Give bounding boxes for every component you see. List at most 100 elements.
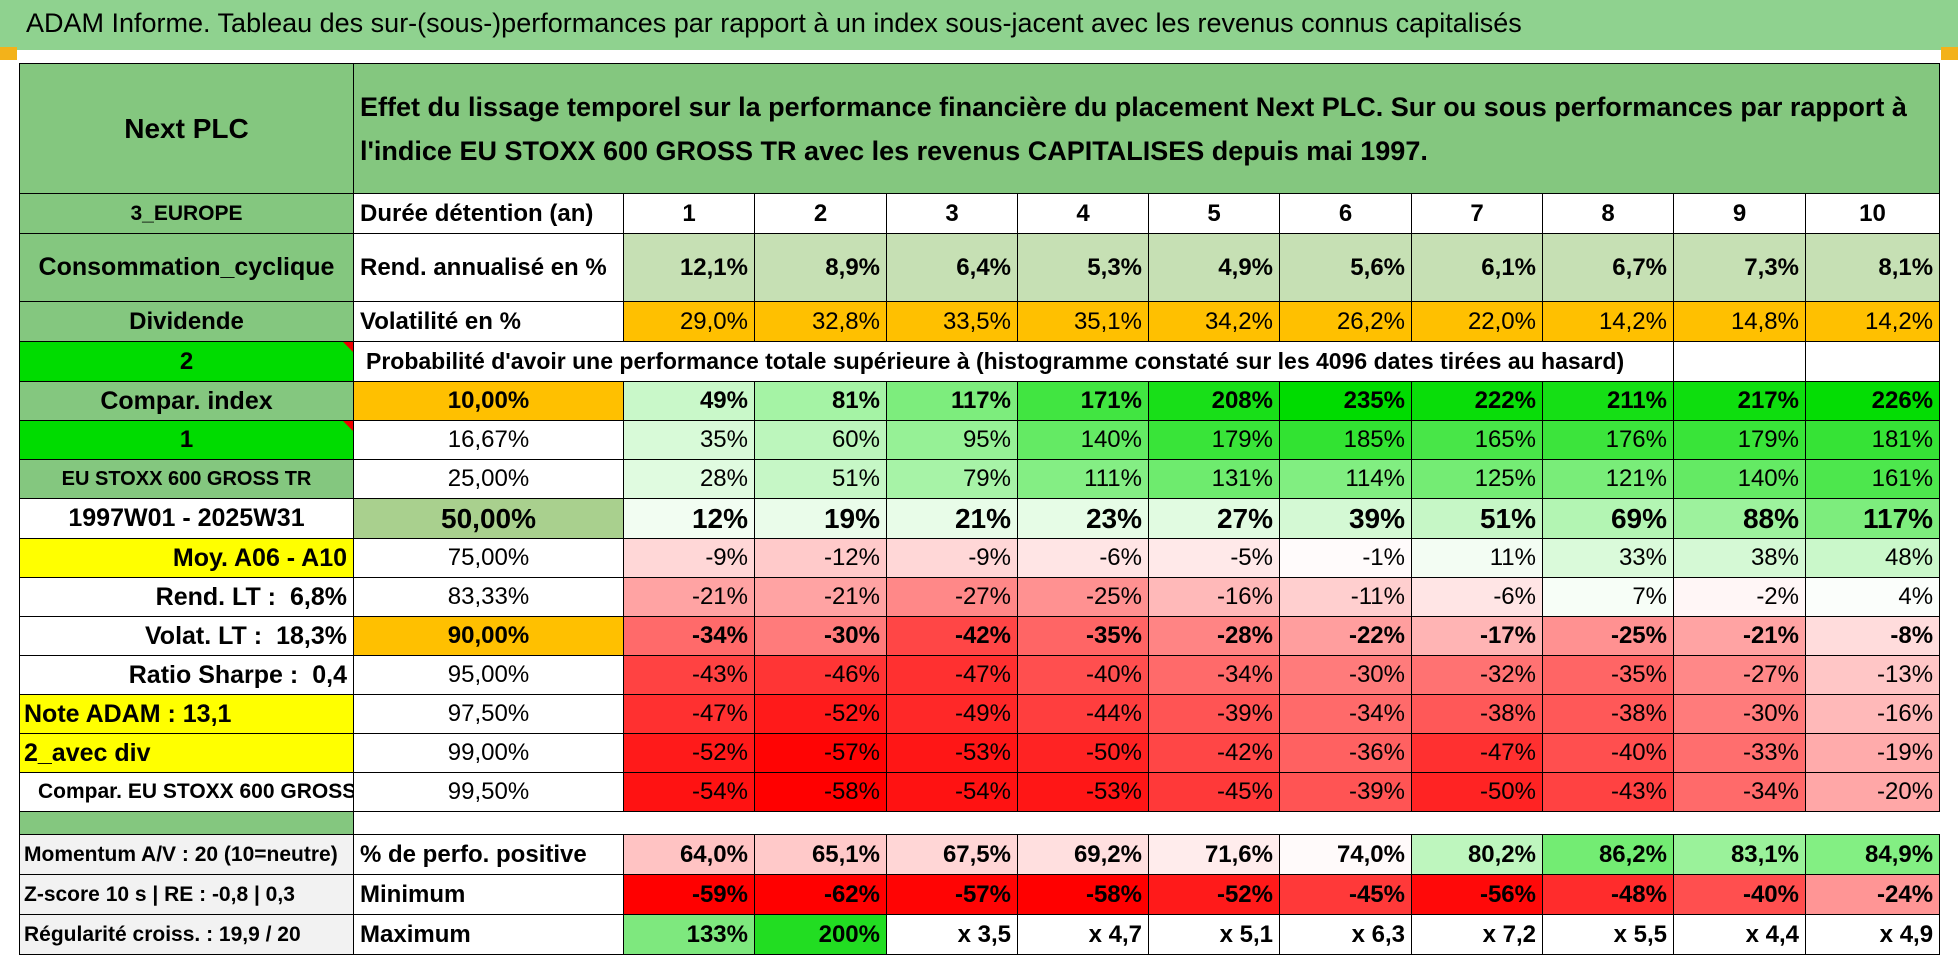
quantile-value: 7% — [1542, 577, 1674, 617]
quantile-value: 12% — [623, 498, 755, 539]
quantile-pct: 97,50% — [353, 694, 624, 734]
quantile-value: -19% — [1804, 733, 1941, 773]
avec-div: 2_avec div — [19, 733, 354, 773]
quantile-value: 117% — [886, 381, 1018, 421]
rend-value: 5,3% — [1017, 233, 1149, 302]
quantile-value: -43% — [1542, 772, 1674, 812]
quantile-value: -16% — [1148, 577, 1280, 617]
quantile-value: 217% — [1673, 381, 1806, 421]
rend-lt-label: Rend. LT : — [155, 582, 277, 611]
empty-cell — [1804, 341, 1941, 382]
stat-value: 64,0% — [623, 834, 755, 875]
quantile-value: 19% — [754, 498, 887, 539]
rend-lt-value: 6,8% — [290, 582, 347, 611]
year-header: 1 — [623, 193, 755, 234]
quantile-value: -44% — [1017, 694, 1149, 734]
quantile-value: 179% — [1673, 420, 1806, 460]
quantile-value: -34% — [1279, 694, 1412, 734]
stat-value: -24% — [1804, 874, 1941, 915]
quantile-value: -50% — [1017, 733, 1149, 773]
stat-value: x 4,7 — [1017, 914, 1149, 955]
quantile-value: 27% — [1148, 498, 1280, 539]
quantile-value: -21% — [623, 577, 755, 617]
quantile-value: 171% — [1017, 381, 1149, 421]
quantile-value: -32% — [1411, 655, 1543, 695]
quantile-pct: 99,00% — [353, 733, 624, 773]
sharpe-value: 0,4 — [312, 660, 347, 689]
vol-value: 14,2% — [1542, 301, 1674, 342]
vol-value: 35,1% — [1017, 301, 1149, 342]
quantile-value: -30% — [1673, 694, 1806, 734]
quantile-value: 131% — [1148, 459, 1280, 499]
quantile-value: -47% — [1411, 733, 1543, 773]
quantile-value: 222% — [1411, 381, 1543, 421]
quantile-value: -27% — [886, 577, 1018, 617]
quantile-value: -50% — [1411, 772, 1543, 812]
stat-label: Momentum A/V : 20 (10=neutre) — [19, 834, 354, 875]
quantile-value: -49% — [886, 694, 1018, 734]
rend-value: 5,6% — [1279, 233, 1412, 302]
rend-value: 7,3% — [1673, 233, 1806, 302]
duration-label: Durée détention (an) — [353, 193, 624, 234]
quantile-value: -38% — [1411, 694, 1543, 734]
compar-full: Compar. EU STOXX 600 GROSS TR — [19, 772, 354, 812]
volat-lt: Volat. LT : 18,3% — [19, 616, 354, 656]
quantile-value: 51% — [754, 459, 887, 499]
quantile-value: 176% — [1542, 420, 1674, 460]
stat-value: -57% — [886, 874, 1018, 915]
sharpe: Ratio Sharpe : 0,4 — [19, 655, 354, 695]
stat-value: -62% — [754, 874, 887, 915]
sector: Consommation_cyclique — [19, 233, 354, 302]
quantile-value: 161% — [1804, 459, 1941, 499]
quantile-value: -39% — [1279, 772, 1412, 812]
year-header: 7 — [1411, 193, 1543, 234]
quantile-value: 226% — [1804, 381, 1941, 421]
stat-value: -59% — [623, 874, 755, 915]
stat-value: 86,2% — [1542, 834, 1674, 875]
stat-value: 67,5% — [886, 834, 1018, 875]
quantile-pct: 83,33% — [353, 577, 624, 617]
quantile-value: -46% — [754, 655, 887, 695]
description: Effet du lissage temporel sur la perform… — [352, 63, 1941, 194]
year-header: 3 — [886, 193, 1018, 234]
spacer-cell — [19, 811, 354, 835]
stat-value: 84,9% — [1804, 834, 1941, 875]
quantile-value: -12% — [754, 538, 887, 578]
quantile-value: -16% — [1804, 694, 1941, 734]
quantile-value: -58% — [754, 772, 887, 812]
quantile-value: 60% — [754, 420, 887, 460]
quantile-value: 38% — [1673, 538, 1806, 578]
adam-note: Note ADAM : 13,1 — [19, 694, 354, 734]
quantile-value: 181% — [1804, 420, 1941, 460]
quantile-value: 179% — [1148, 420, 1280, 460]
stat-value: 69,2% — [1017, 834, 1149, 875]
quantile-value: -53% — [886, 733, 1018, 773]
quantile-value: 28% — [623, 459, 755, 499]
quantile-value: -2% — [1673, 577, 1806, 617]
quantile-value: -45% — [1148, 772, 1280, 812]
quantile-value: 211% — [1542, 381, 1674, 421]
quantile-pct: 10,00% — [353, 381, 624, 421]
stat-value: 200% — [754, 914, 887, 955]
quantile-value: -27% — [1673, 655, 1806, 695]
stat-name: Maximum — [353, 914, 624, 955]
stat-value: -45% — [1279, 874, 1412, 915]
stat-value: x 6,3 — [1279, 914, 1412, 955]
quantile-value: -9% — [886, 538, 1018, 578]
quantile-value: -1% — [1279, 538, 1412, 578]
prob-label: Probabilité d'avoir une performance tota… — [353, 341, 1674, 382]
quantile-value: 117% — [1804, 498, 1941, 539]
stat-value: -56% — [1411, 874, 1543, 915]
quantile-value: 49% — [623, 381, 755, 421]
div-type: Dividende — [19, 301, 354, 342]
rend-lt: Rend. LT : 6,8% — [19, 577, 354, 617]
vol-value: 26,2% — [1279, 301, 1412, 342]
stat-value: x 5,5 — [1542, 914, 1674, 955]
quantile-value: -25% — [1542, 616, 1674, 656]
spacer-cell — [354, 812, 1940, 835]
quantile-value: -42% — [1148, 733, 1280, 773]
quantile-value: -42% — [886, 616, 1018, 656]
year-header: 4 — [1017, 193, 1149, 234]
quantile-value: -54% — [886, 772, 1018, 812]
quantile-value: 11% — [1411, 538, 1543, 578]
